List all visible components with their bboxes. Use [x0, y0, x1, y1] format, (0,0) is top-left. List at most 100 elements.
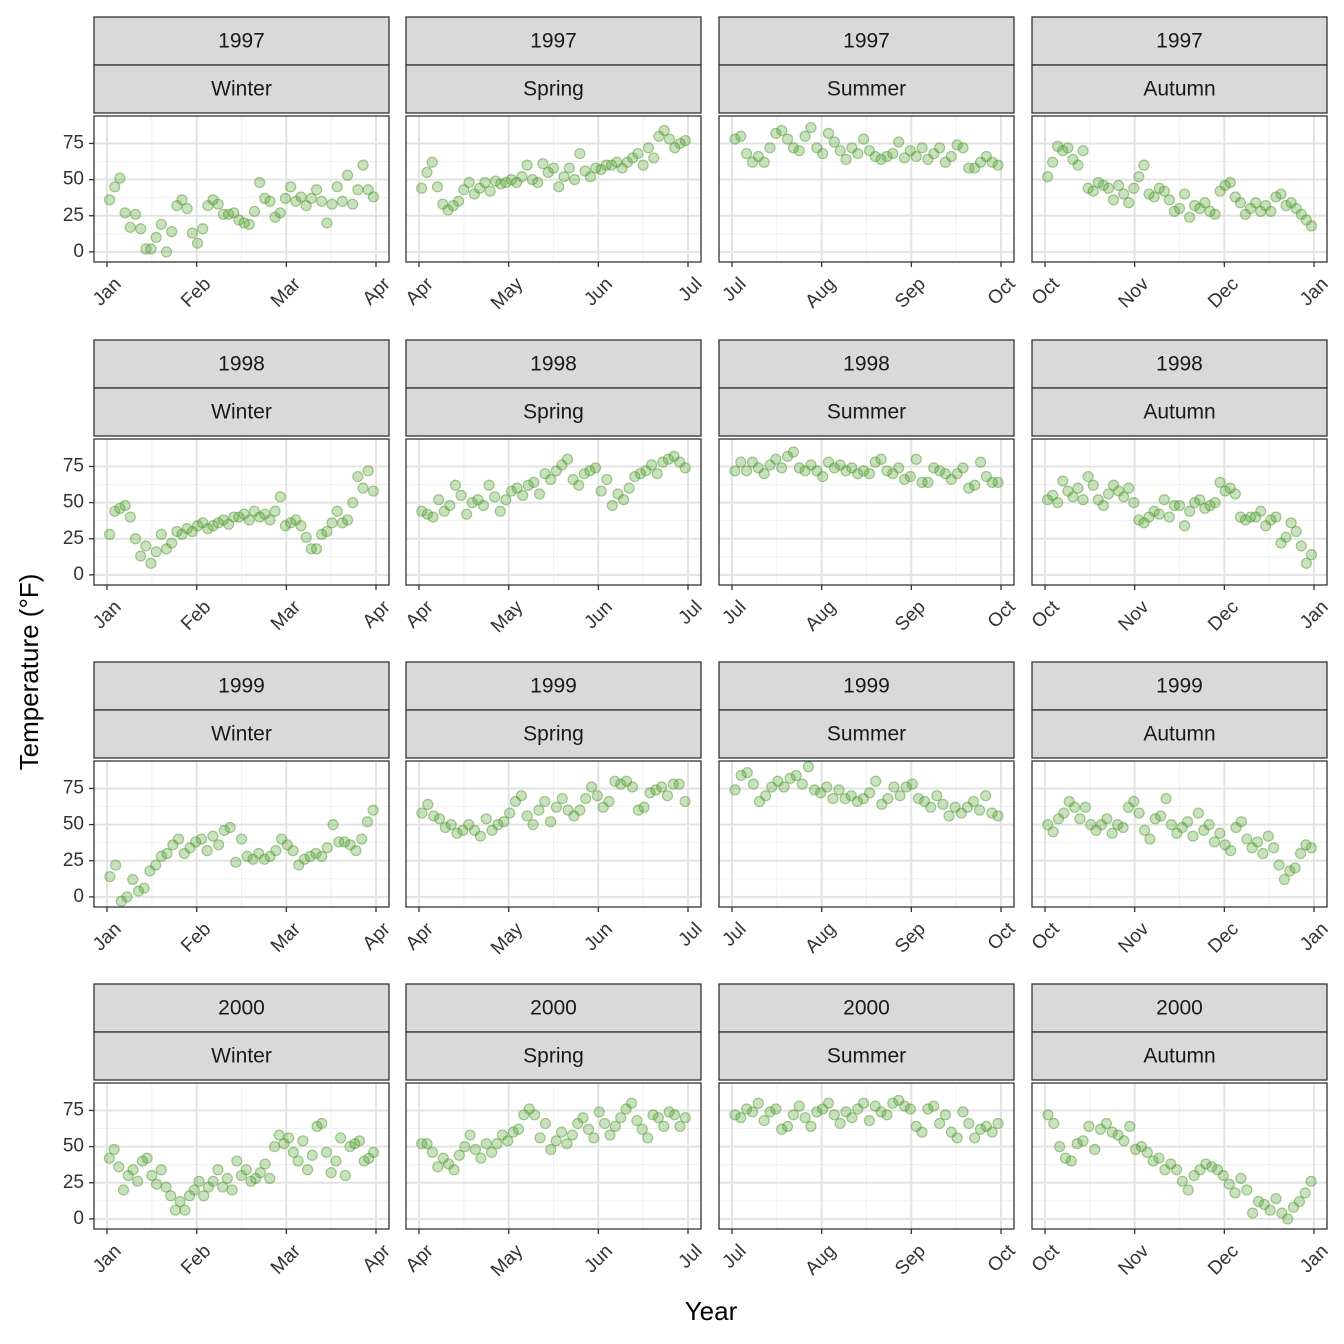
data-point [243, 218, 255, 231]
data-point [537, 158, 549, 170]
data-point [1072, 159, 1084, 171]
data-point [511, 482, 523, 494]
strip [405, 339, 702, 389]
data-point [875, 153, 887, 165]
x-tick-label: Jul [719, 597, 751, 629]
data-point [588, 1132, 600, 1144]
strip [405, 983, 702, 1033]
data-point [201, 845, 213, 857]
data-point [741, 147, 753, 160]
data-point [433, 813, 446, 825]
data-point [352, 470, 364, 483]
data-point [963, 1117, 975, 1130]
data-point [539, 1117, 552, 1130]
data-point [428, 810, 440, 822]
x-tick-label: Jul [675, 597, 707, 629]
data-point [539, 795, 551, 808]
data-point [933, 142, 946, 154]
data-point [577, 1112, 589, 1124]
data-point [1101, 813, 1113, 825]
data-point [636, 1123, 648, 1135]
data-point [300, 531, 312, 543]
data-point [1087, 185, 1099, 197]
x-tick-label: Dec [1204, 274, 1243, 313]
x-tick-label: Jan [89, 1241, 126, 1278]
data-point [1124, 1120, 1136, 1132]
data-point [1082, 470, 1094, 483]
data-point [1214, 827, 1226, 839]
data-point [341, 169, 354, 181]
data-point [857, 133, 870, 145]
data-point [1072, 482, 1084, 494]
strip [1031, 64, 1328, 114]
data-point [986, 1126, 998, 1138]
strip-label: 2000 [218, 997, 265, 1020]
data-point [254, 1167, 266, 1179]
strip [1031, 1031, 1328, 1081]
data-point [584, 171, 597, 183]
data-point [1112, 179, 1125, 191]
x-tick-label: Dec [1204, 1241, 1243, 1280]
data-point [316, 195, 328, 207]
x-tick-label: Apr [402, 596, 438, 632]
data-point [431, 181, 444, 193]
data-point [1112, 819, 1124, 831]
data-point [1065, 1155, 1077, 1167]
panel: Oct Nov Dec Jan [1028, 760, 1333, 957]
data-point [341, 514, 354, 526]
y-axis-title: Temperature (°F) [14, 574, 44, 771]
data-point [638, 801, 650, 813]
x-tick-label: Feb [177, 919, 215, 957]
data-point [310, 184, 323, 196]
data-point [1181, 816, 1194, 828]
data-point [951, 139, 963, 151]
data-point [421, 508, 434, 520]
data-point [127, 873, 139, 886]
data-point [240, 1164, 252, 1176]
data-point [466, 497, 478, 509]
data-point [846, 1112, 858, 1124]
data-point [1153, 1152, 1165, 1164]
data-point [268, 1141, 281, 1153]
data-point [1217, 1169, 1229, 1182]
data-point [357, 482, 369, 494]
y-tick-label: 75 [63, 777, 84, 798]
data-point [416, 182, 428, 194]
x-tick-label: Apr [402, 273, 438, 309]
data-point [269, 505, 281, 517]
data-point [1305, 842, 1317, 854]
data-point [617, 494, 630, 506]
data-point [974, 804, 986, 816]
data-point [491, 1138, 503, 1150]
data-point [1268, 842, 1280, 854]
data-point [658, 124, 670, 137]
strip-label: 1998 [1156, 353, 1203, 376]
data-point [304, 850, 316, 863]
data-point [338, 836, 351, 848]
strip [718, 64, 1015, 114]
data-point [104, 871, 116, 883]
data-point [1275, 188, 1287, 200]
data-point [673, 778, 685, 790]
data-point [310, 543, 323, 555]
data-point [1144, 833, 1156, 845]
data-point [502, 1135, 514, 1147]
data-point [1071, 1138, 1083, 1150]
strip-label: Summer [827, 723, 906, 746]
data-point [582, 1123, 595, 1135]
data-point [591, 790, 603, 802]
x-tick-label: May [487, 596, 528, 637]
data-point [556, 792, 568, 805]
x-tick-label: Jul [719, 274, 751, 306]
x-tick-label: Apr [402, 1240, 438, 1276]
x-tick-label: Jul [675, 274, 707, 306]
data-point [421, 166, 433, 178]
data-point [298, 853, 311, 865]
data-point [758, 156, 770, 168]
strip-label: 1999 [218, 675, 265, 698]
x-tick-label: Oct [1028, 918, 1064, 954]
data-point [1295, 540, 1307, 552]
data-point [550, 801, 563, 813]
data-point [321, 525, 333, 538]
